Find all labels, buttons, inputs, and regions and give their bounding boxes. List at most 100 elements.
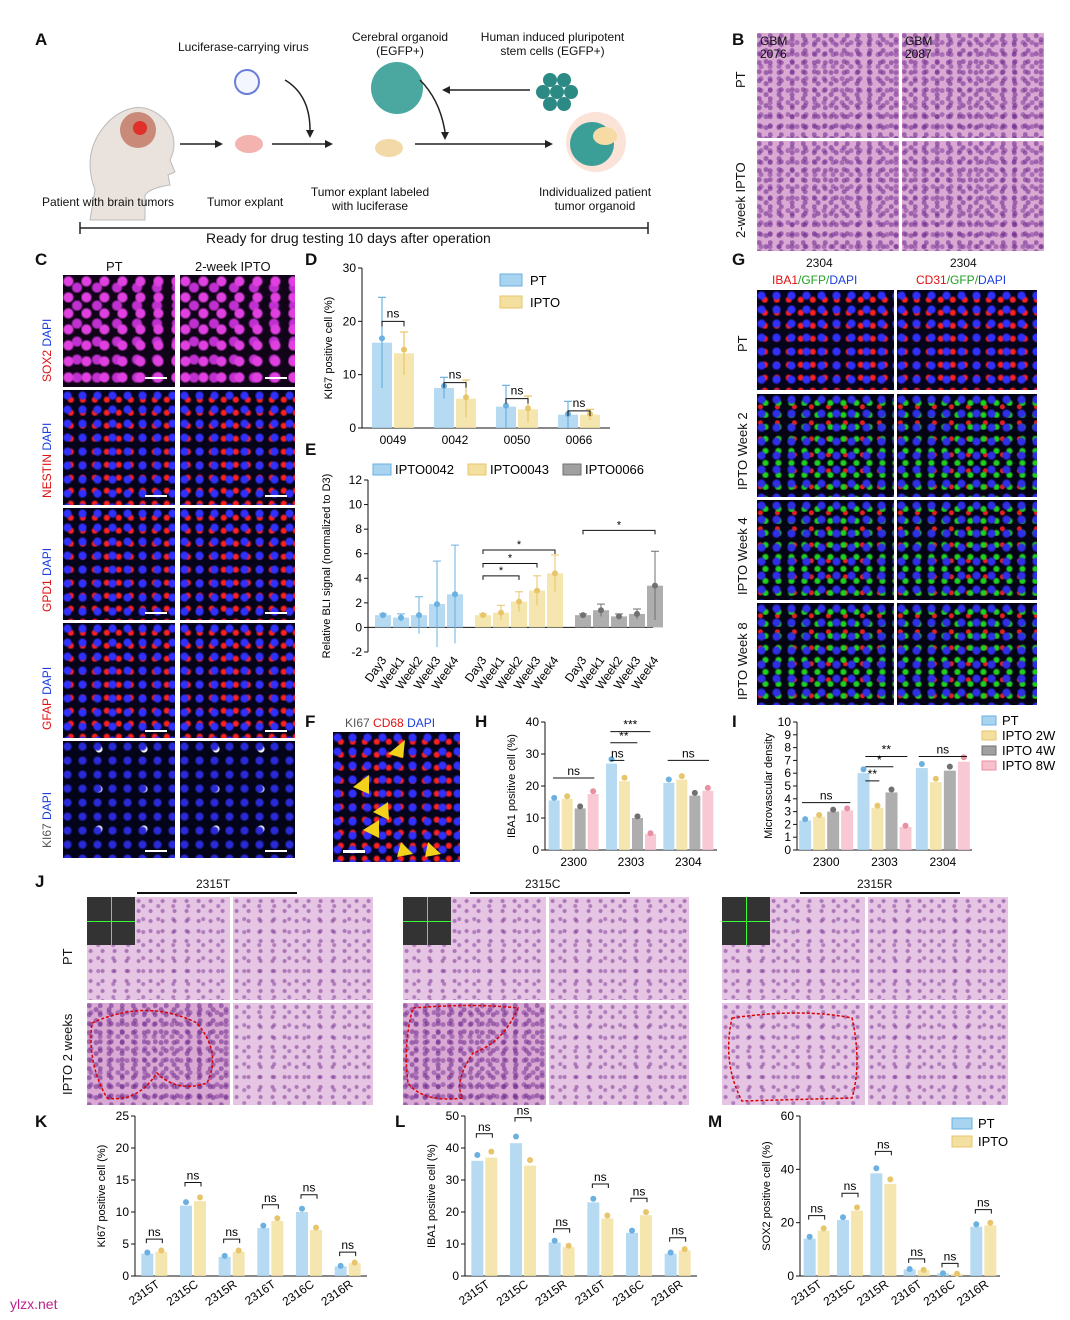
g-row-pt: PT bbox=[735, 335, 750, 352]
j-2315t-ipto-low bbox=[87, 1003, 230, 1105]
x-tick-label: 2315T bbox=[456, 1277, 492, 1308]
j-2315c-ipto-high bbox=[549, 1003, 689, 1105]
data-point bbox=[274, 1215, 281, 1222]
bar bbox=[180, 1205, 192, 1276]
bar bbox=[471, 1160, 484, 1276]
legend-swatch bbox=[951, 1135, 973, 1148]
j-2315r-ipto-low bbox=[722, 1003, 865, 1105]
y-tick-label: 10 bbox=[349, 498, 363, 512]
j-2315r-ipto-high bbox=[868, 1003, 1008, 1105]
data-point bbox=[551, 794, 558, 801]
x-tick-label: 2316R bbox=[318, 1277, 355, 1309]
y-tick-label: 40 bbox=[781, 1162, 795, 1176]
bar bbox=[619, 781, 630, 850]
sig-label: ns bbox=[844, 1179, 857, 1193]
sig-label: ns bbox=[449, 368, 462, 382]
mri-inset-r bbox=[722, 897, 770, 945]
bar bbox=[606, 763, 617, 850]
data-point bbox=[806, 1233, 813, 1240]
j-row-ipto: IPTO 2 weeks bbox=[60, 1013, 75, 1095]
y-tick-label: 20 bbox=[781, 1216, 795, 1230]
sig-label: ** bbox=[868, 767, 878, 781]
sig-label: ns bbox=[671, 1224, 684, 1238]
y-tick-label: 5 bbox=[122, 1237, 129, 1251]
data-point bbox=[902, 822, 909, 829]
legend-swatch bbox=[372, 463, 392, 476]
y-tick-label: 10 bbox=[778, 715, 792, 729]
data-point bbox=[820, 1225, 827, 1232]
y-tick-label: -2 bbox=[351, 645, 362, 659]
panel-label-e: E bbox=[305, 440, 317, 459]
sig-label: ns bbox=[910, 1245, 923, 1259]
y-tick-label: 0 bbox=[787, 1269, 794, 1283]
bar bbox=[310, 1229, 322, 1276]
bar bbox=[562, 1247, 575, 1276]
sig-label: ns bbox=[682, 746, 695, 760]
arrowheads bbox=[343, 740, 441, 857]
data-point bbox=[840, 1214, 846, 1221]
bar bbox=[626, 1232, 638, 1276]
legend-swatch bbox=[981, 745, 997, 756]
data-point bbox=[830, 806, 837, 813]
data-point bbox=[401, 346, 407, 353]
data-point bbox=[197, 1194, 203, 1201]
bar bbox=[296, 1212, 308, 1276]
x-tick-label: 2315R bbox=[854, 1277, 891, 1309]
data-point bbox=[634, 610, 640, 617]
data-point bbox=[590, 1195, 597, 1202]
data-point bbox=[906, 1266, 913, 1272]
data-point bbox=[854, 1204, 860, 1211]
y-tick-label: 4 bbox=[784, 792, 791, 806]
data-point bbox=[498, 609, 504, 616]
watermark: ylzx.net bbox=[10, 1296, 58, 1312]
bar bbox=[574, 808, 586, 850]
sig-label: ns bbox=[148, 1225, 161, 1239]
sig-bracket bbox=[841, 1192, 859, 1198]
data-point bbox=[987, 1219, 994, 1226]
g-pt-cd31 bbox=[897, 290, 1037, 390]
j-2315t-ipto-high bbox=[233, 1003, 373, 1105]
sig-bracket bbox=[339, 1251, 357, 1257]
legend-label: PT bbox=[1002, 713, 1019, 728]
bar bbox=[870, 1173, 883, 1276]
data-point bbox=[337, 1262, 344, 1269]
data-point bbox=[527, 1157, 533, 1164]
y-tick-label: 3 bbox=[784, 805, 791, 819]
gpd1-ipto-image bbox=[180, 508, 295, 620]
bar bbox=[493, 612, 509, 628]
bar bbox=[827, 811, 840, 850]
ki67-pt-image bbox=[63, 741, 175, 858]
x-tick-label: 2304 bbox=[675, 855, 702, 869]
ipsc-label: Human induced pluripotent stem cells (EG… bbox=[480, 30, 625, 58]
sig-label: *** bbox=[623, 718, 637, 732]
g-w4-cd31 bbox=[897, 500, 1037, 600]
g-row-w4: IPTO Week 4 bbox=[735, 517, 750, 595]
patient-label: Patient with brain tumors bbox=[42, 195, 175, 209]
bar bbox=[529, 590, 545, 628]
mri-inset-c bbox=[403, 897, 451, 945]
data-point bbox=[960, 754, 967, 761]
legend-label: IPTO0043 bbox=[490, 462, 549, 477]
bar bbox=[871, 807, 884, 850]
bar bbox=[611, 616, 627, 628]
f-title: KI67 CD68 DAPI bbox=[345, 716, 436, 730]
legend-swatch bbox=[499, 295, 523, 309]
g-w4-iba1 bbox=[757, 500, 894, 600]
sig-label: ns bbox=[225, 1225, 238, 1239]
sig-bracket bbox=[567, 410, 591, 416]
data-point bbox=[516, 598, 522, 605]
y-tick-label: 40 bbox=[446, 1141, 460, 1155]
he-image-ipto-2087 bbox=[902, 141, 1044, 251]
y-axis-label: IBA1 positive cell (%) bbox=[506, 734, 518, 838]
data-point bbox=[183, 1199, 189, 1206]
virus-icon bbox=[234, 69, 260, 95]
sig-label: ns bbox=[633, 1184, 646, 1198]
legend-label: IPTO bbox=[530, 295, 560, 310]
sig-label: ns bbox=[810, 1202, 823, 1216]
y-axis-label: KI67 positive cell (%) bbox=[323, 297, 335, 400]
bar bbox=[348, 1263, 361, 1276]
g-w2-cd31 bbox=[897, 394, 1037, 497]
explant-label: Tumor explant bbox=[207, 195, 284, 209]
j-2315r-pt-high bbox=[868, 897, 1008, 1000]
